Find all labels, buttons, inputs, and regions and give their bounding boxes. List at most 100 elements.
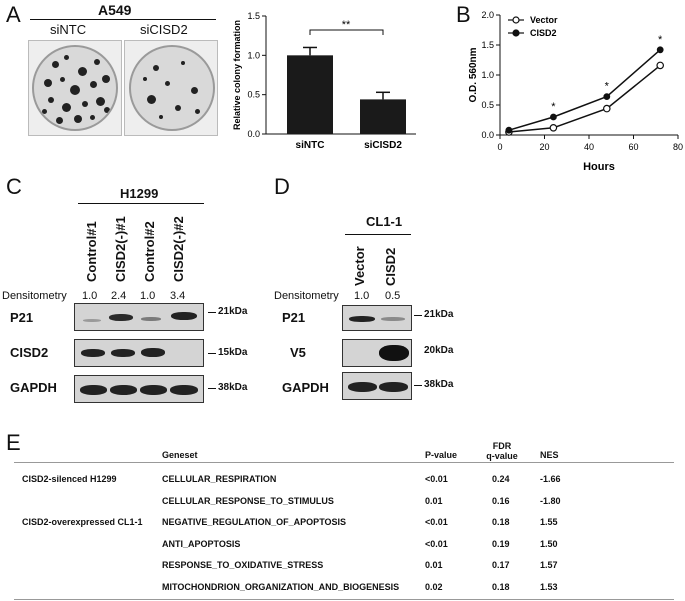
geneset-name: NEGATIVE_REGULATION_OF_APOPTOSIS <box>162 517 347 527</box>
lane-label: CISD2 <box>383 247 398 286</box>
header-rule <box>345 234 411 235</box>
panel-label-e: E <box>6 430 21 455</box>
col-header-fdr: FDR q-value <box>486 441 518 461</box>
col-header-pvalue: P-value <box>425 450 458 460</box>
densitometry-value: 1.0 <box>354 290 370 302</box>
nes-value: 1.53 <box>540 581 558 592</box>
colony-formation-bar-chart: 0.0 0.5 1.0 1.5 Relative colony formation siN… <box>232 11 416 151</box>
series-line <box>508 49 661 131</box>
y-tick-label: 1.5 <box>247 11 260 21</box>
lane-label: Control#1 <box>84 221 99 282</box>
p-value: <0.01 <box>425 517 448 527</box>
significance-marker: ** <box>342 19 351 31</box>
y-axis-label: O.D. 560nm <box>468 47 479 102</box>
header-rule <box>78 203 204 204</box>
geneset-name: ANTI_APOPTOSIS <box>162 538 241 549</box>
cell-line-h1299: H1299 <box>120 186 159 201</box>
y-tick-label: 0.5 <box>247 90 260 100</box>
geneset-name: MITOCHONDRION_ORGANIZATION_AND_BIOGENESI… <box>162 581 400 592</box>
panel-label-d: D <box>274 174 290 199</box>
fdr-value: 0.18 <box>492 517 510 527</box>
x-axis-label: Hours <box>583 161 615 173</box>
data-point <box>603 93 611 100</box>
p-value: 0.02 <box>425 581 443 592</box>
data-point <box>505 126 513 134</box>
densitometry-value: 3.4 <box>170 290 186 302</box>
significance-marker: * <box>605 81 610 93</box>
x-tick-label: siCISD2 <box>364 140 402 151</box>
fdr-value: 0.16 <box>492 495 510 506</box>
data-point <box>549 113 557 121</box>
p-value: 0.01 <box>425 560 443 570</box>
mw-marker: 15kDa <box>218 347 248 358</box>
bar <box>360 99 406 134</box>
x-tick-label: 80 <box>673 142 683 152</box>
col-header-geneset: Geneset <box>162 450 198 460</box>
western-blot-p21 <box>74 303 204 331</box>
nes-value: 1.50 <box>540 538 558 549</box>
colony-dish <box>129 45 215 131</box>
y-tick-label: 0.0 <box>247 129 260 139</box>
cell-line-cl1-1: CL1-1 <box>366 214 403 229</box>
x-tick-label: 60 <box>628 142 638 152</box>
p-value: <0.01 <box>425 538 448 549</box>
series-line <box>508 64 661 133</box>
plate-label-sintc: siNTC <box>50 22 87 37</box>
legend-marker <box>512 16 520 24</box>
col-header-nes: NES <box>540 450 559 460</box>
legend-marker <box>512 29 520 37</box>
y-axis-label: Relative colony formation <box>232 20 242 130</box>
fdr-value: 0.17 <box>492 560 510 570</box>
cell-line-a549: A549 <box>98 2 132 18</box>
blot-label-cisd2: CISD2 <box>10 345 49 360</box>
densitometry-value: 1.0 <box>140 290 156 302</box>
mw-marker: 20kDa <box>424 345 454 356</box>
y-tick-label: 0.5 <box>481 100 494 110</box>
fdr-value: 0.18 <box>492 581 510 592</box>
bar <box>287 55 333 135</box>
table-top-rule <box>14 462 674 463</box>
y-tick-label: 0.0 <box>481 130 494 140</box>
significance-marker: * <box>658 34 663 46</box>
x-tick-label: siNTC <box>296 140 325 151</box>
row-group-label: CISD2-overexpressed CL1-1 <box>22 517 143 527</box>
lane-label: CISD2(-)#1 <box>113 216 128 282</box>
densitometry-value: 2.4 <box>111 290 127 302</box>
panel-label-b: B <box>456 2 471 27</box>
y-tick-label: 2.0 <box>481 10 494 20</box>
blot-label-gapdh: GAPDH <box>282 380 329 395</box>
nes-value: 1.57 <box>540 560 558 570</box>
western-blot-gapdh <box>74 375 204 403</box>
geneset-name: CELLULAR_RESPONSE_TO_STIMULUS <box>162 495 334 506</box>
lane-label: Control#2 <box>142 221 157 282</box>
p-value: <0.01 <box>425 474 448 484</box>
colony-dish <box>32 45 118 131</box>
blot-label-p21: P21 <box>282 310 306 325</box>
mw-marker: 21kDa <box>218 306 248 317</box>
blot-label-gapdh: GAPDH <box>10 380 57 395</box>
western-blot-cisd2 <box>74 339 204 367</box>
geneset-name: RESPONSE_TO_OXIDATIVE_STRESS <box>162 560 324 570</box>
culture-plate-sicisd2 <box>124 40 218 136</box>
densitometry-label: Densitometry <box>2 290 67 302</box>
western-blot-v5 <box>342 339 412 367</box>
panel-label-a: A <box>6 2 21 27</box>
data-point <box>603 104 611 113</box>
blot-label-v5: V5 <box>290 345 306 360</box>
legend-label: CISD2 <box>530 28 557 38</box>
densitometry-value: 0.5 <box>385 290 401 302</box>
x-tick-label: 20 <box>539 142 549 152</box>
data-point <box>656 46 664 54</box>
p-value: 0.01 <box>425 495 443 506</box>
y-tick-label: 1.0 <box>481 70 494 80</box>
significance-bracket <box>309 29 384 35</box>
y-tick-label: 1.5 <box>481 40 494 50</box>
data-point <box>656 61 665 70</box>
legend-label: Vector <box>530 15 558 25</box>
geneset-name: CELLULAR_RESPIRATION <box>162 474 277 484</box>
nes-value: -1.80 <box>540 495 561 506</box>
western-blot-p21 <box>342 305 412 331</box>
western-blot-gapdh <box>342 372 412 400</box>
y-tick-label: 1.0 <box>247 50 260 60</box>
table-bottom-rule <box>14 599 674 600</box>
